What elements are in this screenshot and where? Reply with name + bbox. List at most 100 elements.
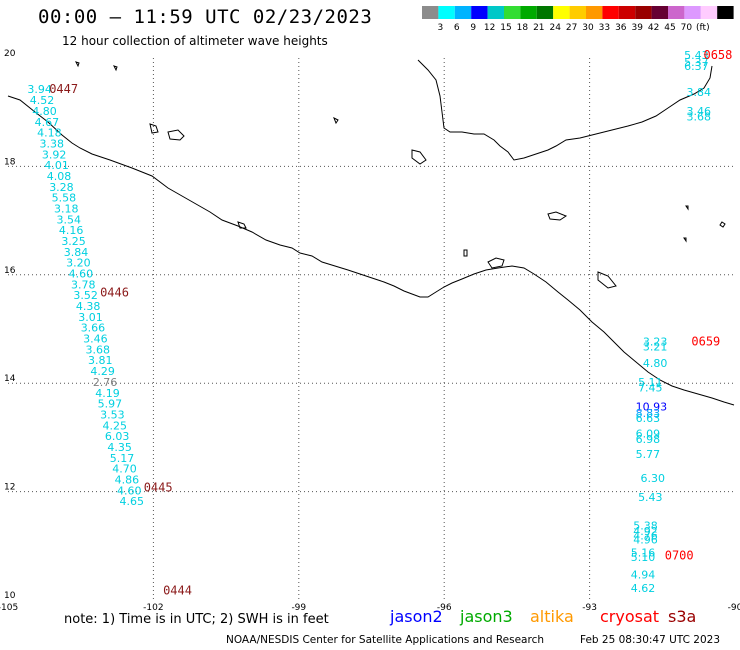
wave-height-value: 3.84	[687, 86, 712, 99]
wave-height-value: 3.23	[643, 335, 668, 348]
chart-title: 00:00 – 11:59 UTC 02/23/2023	[38, 6, 373, 28]
wave-height-value: 3.20	[66, 257, 91, 270]
island-4	[547, 211, 568, 221]
colorbar-label: 33	[599, 23, 610, 33]
wave-height-value: 10.93	[636, 400, 668, 413]
wave-height-value: 7.45	[638, 381, 663, 394]
colorbar-swatch	[684, 6, 701, 19]
island-3	[411, 149, 427, 165]
wave-height-value: 4.60	[117, 484, 142, 497]
lon-tick-label: -99	[291, 603, 306, 613]
colorbar-label: 3	[438, 23, 444, 33]
wave-height-value: 4.70	[112, 463, 137, 476]
wave-height-value: 4.38	[76, 300, 101, 313]
color-scale-legend: 3 6 9 12 15 18 21 24 27 30 33 36 39 42 45 70 (ft)	[422, 6, 734, 33]
wave-height-value: 3.01	[78, 311, 103, 324]
wave-height-value: 8.83	[636, 407, 661, 420]
island-2	[167, 129, 185, 141]
colorbar-swatch	[454, 6, 472, 19]
colorbar-label: 42	[648, 23, 659, 33]
wave-height-value: 4.94	[631, 568, 656, 581]
wave-height-value: 4.80	[643, 357, 668, 370]
wave-height-value: 4.52	[30, 94, 54, 107]
wave-height-value: 3.81	[88, 354, 113, 367]
colorbar-swatch	[553, 6, 570, 19]
satellite-jason2: jason2	[390, 607, 443, 626]
wave-height-value: 6.37	[684, 60, 709, 73]
track-time-label: 0445	[144, 481, 173, 495]
lat-tick-label: 14	[4, 374, 16, 384]
wave-height-value: 4.80	[32, 105, 57, 118]
wave-height-value: 5.37	[684, 56, 709, 69]
wave-height-value: 3.46	[83, 333, 108, 346]
island-9	[333, 116, 339, 125]
wave-height-value: 4.62	[631, 582, 656, 595]
chart-subtitle: 12 hour collection of altimeter wave hei…	[62, 34, 328, 48]
map-frame	[8, 58, 735, 600]
lat-tick-label: 12	[4, 483, 15, 493]
wave-height-value: 3.21	[643, 341, 668, 354]
track-0658: 5.435.376.37 3.84 3.463.68 0658	[684, 48, 732, 123]
colorbar-swatch	[422, 6, 439, 19]
island-8	[237, 221, 247, 229]
track-time-label: 0700	[665, 548, 694, 562]
wave-height-value: 6.03	[105, 430, 130, 443]
colorbar-label: 24	[549, 23, 561, 33]
wave-height-value: 5.43	[684, 49, 709, 62]
colorbar-swatch	[651, 6, 668, 19]
track-time-label: 0658	[703, 48, 732, 62]
lon-tick-label: -105	[0, 603, 18, 613]
island-6	[597, 271, 617, 289]
track-time-label: 0447	[49, 82, 78, 96]
map-grid: -105 -102 -99 -96 -93 -90 20 18 16 14 12 10	[0, 49, 740, 613]
colorbar-swatch	[668, 6, 685, 19]
wave-height-value: 3.25	[61, 235, 86, 248]
colorbar-swatch	[717, 6, 734, 19]
lat-tick-label: 18	[4, 157, 16, 167]
colorbar-label: 27	[566, 23, 577, 33]
island-12	[113, 65, 118, 72]
wave-height-value: 5.97	[98, 398, 123, 411]
wave-height-value: 4.35	[107, 441, 131, 454]
colorbar-swatch	[520, 6, 537, 19]
island-10	[719, 221, 726, 228]
wave-height-value: 3.68	[86, 343, 111, 356]
footer-note: note: 1) Time is in UTC; 2) SWH is in fe…	[64, 612, 329, 627]
wave-height-value: 6.30	[640, 472, 665, 485]
wave-height-value: 3.38	[40, 137, 65, 150]
wave-height-value: 5.38	[633, 520, 658, 533]
colorbar-label: 12	[484, 23, 495, 33]
lon-tick-label: -93	[582, 603, 597, 613]
wave-height-value: 3.92	[42, 148, 67, 161]
wave-height-value: 5.77	[636, 448, 661, 461]
lat-tick-label: 10	[4, 591, 16, 601]
wave-height-value: 5.10	[631, 551, 656, 564]
wave-height-value: 4.01	[44, 159, 69, 172]
wave-height-value: 4.16	[59, 224, 84, 237]
track-time-label: 0659	[691, 334, 720, 348]
wave-height-value: 2.76	[93, 376, 118, 389]
wave-height-value: 3.94	[27, 83, 51, 96]
wave-height-value: 4.08	[47, 170, 71, 183]
satellite-altika: altika	[530, 607, 574, 626]
generated-timestamp: Feb 25 08:30:47 UTC 2023	[580, 634, 720, 646]
mexico-pacific-coastline	[7, 95, 735, 406]
wave-height-value: 4.96	[633, 534, 658, 547]
island-7	[463, 249, 468, 257]
island-14	[683, 237, 687, 243]
wave-height-value: 4.92	[633, 525, 658, 538]
wave-height-value: 3.84	[64, 246, 88, 259]
wave-height-value: 3.68	[687, 110, 712, 123]
wave-height-value: 3.78	[71, 278, 96, 291]
colorbar-label: 6	[454, 23, 460, 33]
lat-tick-label: 20	[4, 49, 16, 59]
island-11	[75, 61, 80, 68]
wave-height-value: 3.66	[81, 322, 106, 335]
yucatan-coastline	[417, 59, 713, 161]
colorbar-swatch	[536, 6, 554, 19]
colorbar-label: (ft)	[696, 23, 710, 33]
colorbar-swatch	[471, 6, 488, 19]
wave-height-value: 4.76	[633, 529, 658, 542]
colorbar-label: 9	[470, 23, 476, 33]
